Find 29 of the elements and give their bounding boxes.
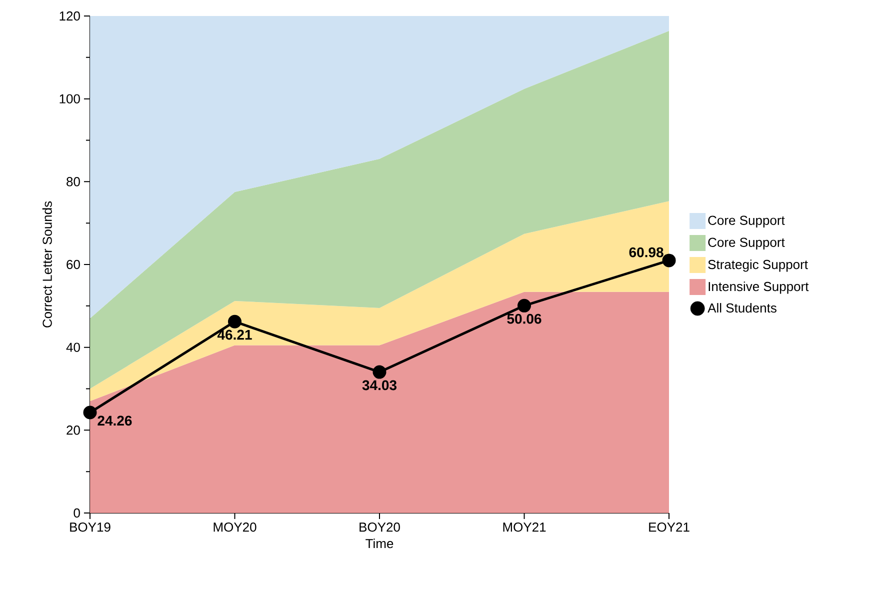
data-label: 46.21 xyxy=(217,330,252,340)
data-label: 50.06 xyxy=(507,314,542,324)
y-tick-label: 20 xyxy=(66,426,80,435)
point xyxy=(518,298,531,312)
legend-label: Core Support xyxy=(708,216,785,228)
y-axis-title: Correct Letter Sounds xyxy=(42,201,52,328)
y-tick-label: 100 xyxy=(60,94,80,104)
x-tick-label: MOY20 xyxy=(214,522,256,532)
y-tick-label: 60 xyxy=(66,260,80,270)
x-tick-label: EOY21 xyxy=(649,522,690,532)
point xyxy=(372,365,386,379)
legend-label: All Students xyxy=(708,303,776,313)
data-label: 24.26 xyxy=(98,416,132,426)
y-tick-label: 80 xyxy=(66,177,80,186)
x-axis-title: Time xyxy=(366,538,394,548)
x-tick-label: BOY19 xyxy=(70,522,110,532)
y-tick-label: 120 xyxy=(60,11,80,21)
y-tick-label: 40 xyxy=(66,342,80,352)
legend-label: Core Support xyxy=(708,238,785,250)
x-tick-label: BOY20 xyxy=(360,522,400,532)
y-tick-label: 0 xyxy=(74,508,80,518)
legend-label: Intensive Support xyxy=(708,282,809,294)
point xyxy=(228,314,242,328)
point xyxy=(662,254,676,268)
point xyxy=(83,406,97,420)
data-label: 34.03 xyxy=(362,380,397,390)
x-tick-label: MOY21 xyxy=(503,522,546,532)
data-label: 60.98 xyxy=(629,247,664,258)
legend-label: Strategic Support xyxy=(708,260,808,272)
